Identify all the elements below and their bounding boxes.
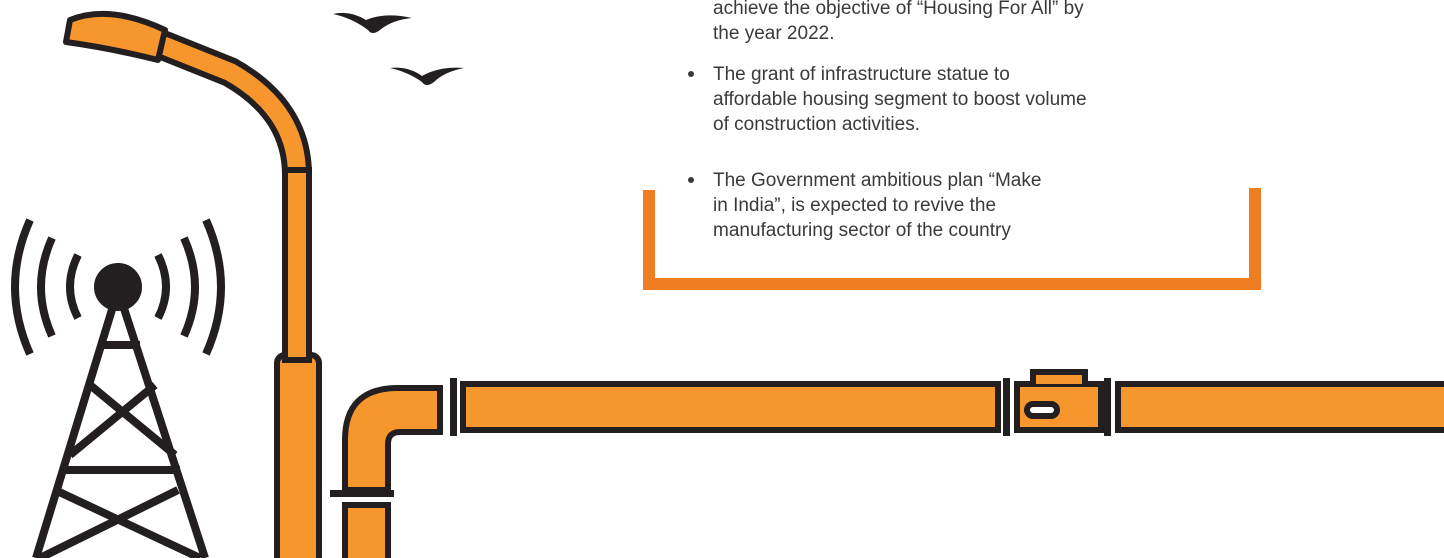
bullet-line: affordable housing segment to boost volu… <box>713 89 1087 110</box>
page: {"bullets": [ {"lines": ["achieve the ob… <box>0 0 1444 558</box>
pipes <box>345 372 1444 558</box>
bullet-line: The Government ambitious plan “Make <box>713 170 1041 191</box>
bullet-dot <box>688 71 694 77</box>
bullet-line: The grant of infrastructure statue to <box>713 64 1010 85</box>
illustration: achieve the objective of “Housing For Al… <box>0 0 1444 558</box>
birds <box>333 13 464 85</box>
tower <box>15 220 221 558</box>
bullet-line: manufacturing sector of the country <box>713 220 1011 241</box>
bullet-dot <box>688 177 694 183</box>
bullet-line: in India”, is expected to revive the <box>713 195 996 216</box>
bullet-line: the year 2022. <box>713 23 834 44</box>
bullet-line: of construction activities. <box>713 114 920 135</box>
bullet-line: achieve the objective of “Housing For Al… <box>713 0 1084 19</box>
bullet-list: achieve the objective of “Housing For Al… <box>688 0 1087 241</box>
